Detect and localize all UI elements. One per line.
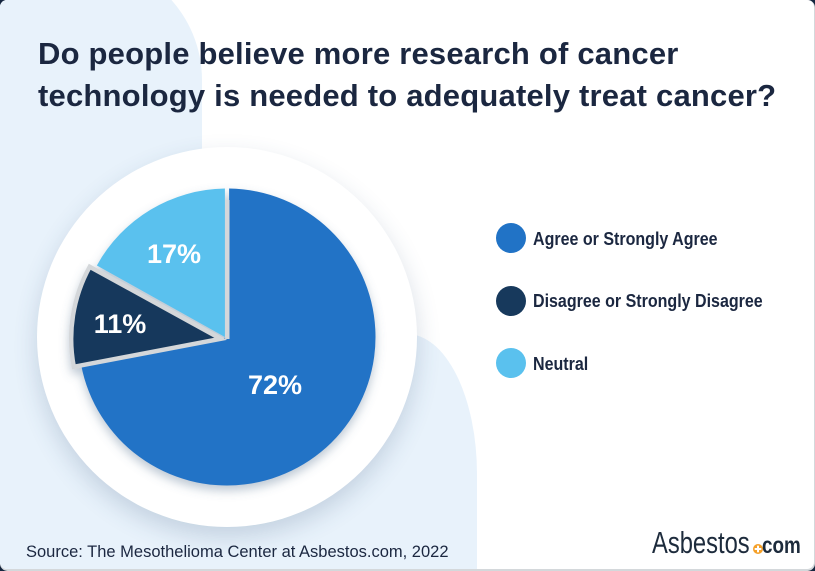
svg-text:11%: 11% [94,309,147,339]
svg-text:72%: 72% [248,370,302,400]
svg-text:17%: 17% [147,239,201,269]
